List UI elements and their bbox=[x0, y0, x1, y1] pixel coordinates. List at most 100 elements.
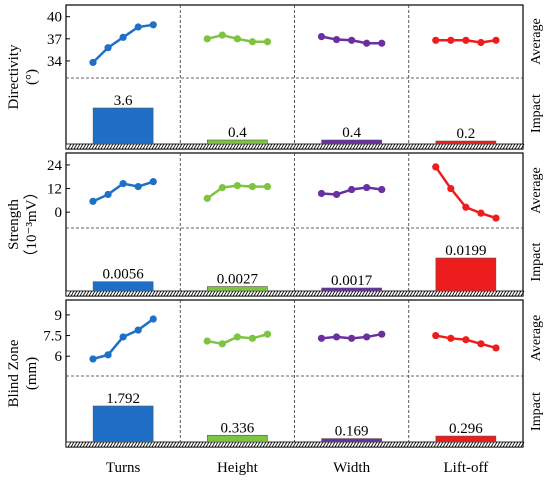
panel-1-hatch-line bbox=[214, 143, 219, 150]
panel-3-width-average-point bbox=[378, 330, 386, 338]
panel-3-hatch-line bbox=[460, 441, 465, 448]
panel-3-hatch-line bbox=[502, 441, 507, 448]
panel-2-hatch-line bbox=[253, 290, 258, 297]
panel-2-hatch-line bbox=[265, 290, 270, 297]
panel-2-ytick-label: 24 bbox=[47, 158, 63, 174]
panel-3-hatch-line bbox=[304, 441, 309, 448]
panel-2-hatch-line bbox=[262, 290, 267, 297]
panel-2-hatch-line bbox=[415, 290, 420, 297]
panel-3-hatch-line bbox=[289, 441, 294, 448]
panel-2-hatch-line bbox=[349, 290, 354, 297]
panel-1-hatch-line bbox=[187, 143, 192, 150]
panel-2-turns-impact-bar bbox=[92, 281, 154, 292]
panel-3-hatch-line bbox=[400, 441, 405, 448]
panel-2-hatch-line bbox=[520, 290, 525, 297]
panel-2-hatch-line bbox=[106, 290, 111, 297]
panel-1-hatch-line bbox=[448, 143, 453, 150]
panel-1-hatch-line bbox=[409, 143, 414, 150]
panel-2-hatch-line bbox=[421, 290, 426, 297]
panel-1-lift-off-average-point bbox=[492, 36, 500, 44]
panel-3-hatch-line bbox=[421, 441, 426, 448]
panel-2-hatch-line bbox=[274, 290, 279, 297]
panel-3-hatch-line bbox=[79, 441, 84, 448]
panel-3-hatch-line bbox=[88, 441, 93, 448]
panel-2-hatch-line bbox=[277, 290, 282, 297]
panel-1-hatch-line bbox=[508, 143, 513, 150]
panel-1-hatch-line bbox=[181, 143, 186, 150]
panel-1-hatch-line bbox=[322, 143, 327, 150]
panel-3-hatch-line bbox=[181, 441, 186, 448]
panel-3-hatch-line bbox=[343, 441, 348, 448]
panel-2-hatch-line bbox=[244, 290, 249, 297]
panel-1-hatch-line bbox=[370, 143, 375, 150]
panel-3-turns-impact-label: 1.792 bbox=[106, 391, 140, 407]
panel-1-hatch-line bbox=[313, 143, 318, 150]
panel-1-hatch-line bbox=[316, 143, 321, 150]
panel-1-hatch-line bbox=[232, 143, 237, 150]
panel-2-hatch-line bbox=[313, 290, 318, 297]
panel-3-hatch-line bbox=[94, 441, 99, 448]
panel-1-hatch-line bbox=[451, 143, 456, 150]
panel-1-hatch-line bbox=[364, 143, 369, 150]
panel-1-turns-impact-label: 3.6 bbox=[114, 93, 133, 109]
panel-1-hatch-line bbox=[277, 143, 282, 150]
panel-3-hatch-line bbox=[313, 441, 318, 448]
panel-2-width-average-point bbox=[378, 185, 386, 194]
panel-3-hatch-line bbox=[316, 441, 321, 448]
panel-2-hatch-line bbox=[382, 290, 387, 297]
panel-1-hatch-line bbox=[121, 143, 126, 150]
panel-2-hatch-line bbox=[259, 290, 264, 297]
panel-2-hatch-line bbox=[91, 290, 96, 297]
panel-1-hatch-line bbox=[286, 143, 291, 150]
panel-1-hatch-line bbox=[385, 143, 390, 150]
panel-3-hatch-line bbox=[124, 441, 129, 448]
panel-2-hatch-line bbox=[142, 290, 147, 297]
panel-1-ytick-label: 40 bbox=[47, 10, 62, 26]
panel-1-hatch-line bbox=[85, 143, 90, 150]
panel-1-hatch-line bbox=[382, 143, 387, 150]
panel-2-hatch-line bbox=[124, 290, 129, 297]
panel-3-hatch-line bbox=[169, 441, 174, 448]
panel-2-hatch-line bbox=[223, 290, 228, 297]
panel-1-lift-off-impact-label: 0.2 bbox=[457, 126, 476, 142]
panel-1-hatch-line bbox=[343, 143, 348, 150]
panel-3-hatch-line bbox=[184, 441, 189, 448]
panel-3-hatch-line bbox=[487, 441, 492, 448]
panel-1-hatch-line bbox=[262, 143, 267, 150]
panel-3-lift-off-average-point bbox=[432, 331, 440, 340]
panel-3-width-average-point bbox=[332, 333, 341, 341]
panel-3-hatch-line bbox=[307, 441, 312, 448]
panel-3-hatch-line bbox=[397, 441, 402, 448]
panel-3-hatch-line bbox=[154, 441, 159, 448]
panel-2-hatch-line bbox=[139, 290, 144, 297]
panel-3-hatch-line bbox=[481, 441, 486, 448]
panel-1-hatch-line bbox=[112, 143, 117, 150]
panel-2-hatch-line bbox=[205, 290, 210, 297]
panel-3-hatch-line bbox=[472, 441, 477, 448]
panel-3-hatch-line bbox=[268, 441, 273, 448]
panel-1-hatch-line bbox=[139, 143, 144, 150]
panel-1-hatch-line bbox=[172, 143, 177, 150]
panel-1-hatch-line bbox=[73, 143, 78, 150]
panel-2-hatch-line bbox=[373, 290, 378, 297]
panel-1-hatch-line bbox=[82, 143, 87, 150]
panel-3-hatch-line bbox=[376, 441, 381, 448]
panel-1-hatch-line bbox=[484, 143, 489, 150]
panel-3-hatch-line bbox=[214, 441, 219, 448]
panel-1-hatch-line bbox=[406, 143, 411, 150]
panel-1-hatch-line bbox=[136, 143, 141, 150]
panel-3-hatch-line bbox=[136, 441, 141, 448]
panel-3-turns-average-point bbox=[134, 326, 142, 334]
panel-1-hatch-line bbox=[220, 143, 225, 150]
panel-3-hatch-line bbox=[352, 441, 357, 448]
panel-1-hatch-line bbox=[265, 143, 270, 150]
panel-2-hatch-line bbox=[403, 290, 408, 297]
panel-1-hatch-line bbox=[505, 143, 510, 150]
panel-1-hatch-line bbox=[280, 143, 285, 150]
panel-2-hatch-line bbox=[220, 290, 225, 297]
panel-3-hatch-line bbox=[166, 441, 171, 448]
panel-1-hatch-line bbox=[76, 143, 81, 150]
panel-1-hatch-line bbox=[196, 143, 201, 150]
panel-2-hatch-line bbox=[172, 290, 177, 297]
panel-2-hatch-line bbox=[211, 290, 216, 297]
